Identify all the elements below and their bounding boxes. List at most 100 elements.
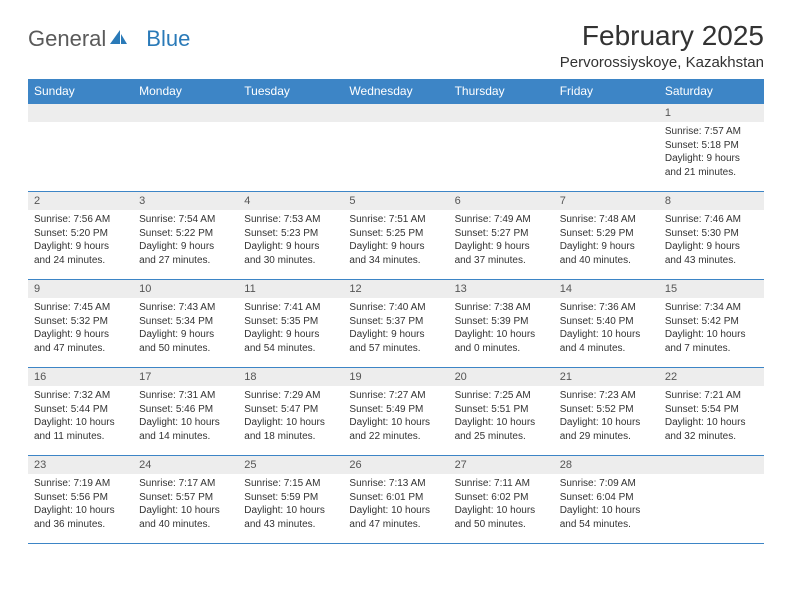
calendar-day-cell: 27Sunrise: 7:11 AMSunset: 6:02 PMDayligh… (449, 456, 554, 544)
title-block: February 2025 Pervorossiyskoye, Kazakhst… (560, 20, 764, 71)
day-details: Sunrise: 7:49 AMSunset: 5:27 PMDaylight:… (449, 210, 554, 267)
calendar-day-cell: 22Sunrise: 7:21 AMSunset: 5:54 PMDayligh… (659, 368, 764, 456)
day-number: 17 (133, 368, 238, 386)
day-details: Sunrise: 7:48 AMSunset: 5:29 PMDaylight:… (554, 210, 659, 267)
weekday-header-row: SundayMondayTuesdayWednesdayThursdayFrid… (28, 79, 764, 104)
day-details: Sunrise: 7:31 AMSunset: 5:46 PMDaylight:… (133, 386, 238, 443)
day-number: 10 (133, 280, 238, 298)
day-number: 28 (554, 456, 659, 474)
day-details: Sunrise: 7:19 AMSunset: 5:56 PMDaylight:… (28, 474, 133, 531)
day-details: Sunrise: 7:09 AMSunset: 6:04 PMDaylight:… (554, 474, 659, 531)
calendar-week-row: 1Sunrise: 7:57 AMSunset: 5:18 PMDaylight… (28, 104, 764, 192)
day-details: Sunrise: 7:51 AMSunset: 5:25 PMDaylight:… (343, 210, 448, 267)
calendar-day-cell: 12Sunrise: 7:40 AMSunset: 5:37 PMDayligh… (343, 280, 448, 368)
calendar-empty-cell (659, 456, 764, 544)
calendar-day-cell: 13Sunrise: 7:38 AMSunset: 5:39 PMDayligh… (449, 280, 554, 368)
day-number: 21 (554, 368, 659, 386)
calendar-empty-cell (343, 104, 448, 192)
day-number: 23 (28, 456, 133, 474)
calendar-empty-cell (554, 104, 659, 192)
calendar-day-cell: 7Sunrise: 7:48 AMSunset: 5:29 PMDaylight… (554, 192, 659, 280)
day-details: Sunrise: 7:43 AMSunset: 5:34 PMDaylight:… (133, 298, 238, 355)
calendar-empty-cell (238, 104, 343, 192)
sail-icon (108, 26, 128, 52)
day-number: 7 (554, 192, 659, 210)
day-number: 15 (659, 280, 764, 298)
day-number: 1 (659, 104, 764, 122)
day-number: 9 (28, 280, 133, 298)
day-number (659, 456, 764, 474)
calendar-day-cell: 14Sunrise: 7:36 AMSunset: 5:40 PMDayligh… (554, 280, 659, 368)
calendar-day-cell: 26Sunrise: 7:13 AMSunset: 6:01 PMDayligh… (343, 456, 448, 544)
calendar-page: General Blue February 2025 Pervorossiysk… (0, 0, 792, 554)
weekday-header: Monday (133, 79, 238, 104)
day-number: 11 (238, 280, 343, 298)
calendar-day-cell: 16Sunrise: 7:32 AMSunset: 5:44 PMDayligh… (28, 368, 133, 456)
day-details: Sunrise: 7:53 AMSunset: 5:23 PMDaylight:… (238, 210, 343, 267)
day-details: Sunrise: 7:32 AMSunset: 5:44 PMDaylight:… (28, 386, 133, 443)
calendar-week-row: 2Sunrise: 7:56 AMSunset: 5:20 PMDaylight… (28, 192, 764, 280)
day-details: Sunrise: 7:34 AMSunset: 5:42 PMDaylight:… (659, 298, 764, 355)
day-details: Sunrise: 7:41 AMSunset: 5:35 PMDaylight:… (238, 298, 343, 355)
day-details: Sunrise: 7:15 AMSunset: 5:59 PMDaylight:… (238, 474, 343, 531)
day-number (28, 104, 133, 122)
day-number: 3 (133, 192, 238, 210)
day-details: Sunrise: 7:29 AMSunset: 5:47 PMDaylight:… (238, 386, 343, 443)
day-number: 14 (554, 280, 659, 298)
day-number: 6 (449, 192, 554, 210)
day-number: 26 (343, 456, 448, 474)
calendar-week-row: 9Sunrise: 7:45 AMSunset: 5:32 PMDaylight… (28, 280, 764, 368)
calendar-week-row: 23Sunrise: 7:19 AMSunset: 5:56 PMDayligh… (28, 456, 764, 544)
calendar-day-cell: 24Sunrise: 7:17 AMSunset: 5:57 PMDayligh… (133, 456, 238, 544)
day-details: Sunrise: 7:17 AMSunset: 5:57 PMDaylight:… (133, 474, 238, 531)
day-details: Sunrise: 7:36 AMSunset: 5:40 PMDaylight:… (554, 298, 659, 355)
day-number: 12 (343, 280, 448, 298)
day-number (449, 104, 554, 122)
day-number: 25 (238, 456, 343, 474)
calendar-day-cell: 17Sunrise: 7:31 AMSunset: 5:46 PMDayligh… (133, 368, 238, 456)
calendar-day-cell: 23Sunrise: 7:19 AMSunset: 5:56 PMDayligh… (28, 456, 133, 544)
weekday-header: Friday (554, 79, 659, 104)
day-details: Sunrise: 7:46 AMSunset: 5:30 PMDaylight:… (659, 210, 764, 267)
calendar-day-cell: 15Sunrise: 7:34 AMSunset: 5:42 PMDayligh… (659, 280, 764, 368)
calendar-day-cell: 10Sunrise: 7:43 AMSunset: 5:34 PMDayligh… (133, 280, 238, 368)
calendar-day-cell: 5Sunrise: 7:51 AMSunset: 5:25 PMDaylight… (343, 192, 448, 280)
day-details: Sunrise: 7:11 AMSunset: 6:02 PMDaylight:… (449, 474, 554, 531)
brand-part1: General (28, 26, 106, 52)
calendar-empty-cell (28, 104, 133, 192)
day-details: Sunrise: 7:45 AMSunset: 5:32 PMDaylight:… (28, 298, 133, 355)
calendar-day-cell: 1Sunrise: 7:57 AMSunset: 5:18 PMDaylight… (659, 104, 764, 192)
calendar-day-cell: 2Sunrise: 7:56 AMSunset: 5:20 PMDaylight… (28, 192, 133, 280)
day-number (343, 104, 448, 122)
calendar-day-cell: 9Sunrise: 7:45 AMSunset: 5:32 PMDaylight… (28, 280, 133, 368)
day-number: 20 (449, 368, 554, 386)
weekday-header: Sunday (28, 79, 133, 104)
day-details: Sunrise: 7:21 AMSunset: 5:54 PMDaylight:… (659, 386, 764, 443)
weekday-header: Thursday (449, 79, 554, 104)
day-number: 4 (238, 192, 343, 210)
calendar-day-cell: 19Sunrise: 7:27 AMSunset: 5:49 PMDayligh… (343, 368, 448, 456)
day-number: 2 (28, 192, 133, 210)
brand-part2: Blue (146, 26, 190, 52)
calendar-body: 1Sunrise: 7:57 AMSunset: 5:18 PMDaylight… (28, 104, 764, 544)
day-details: Sunrise: 7:40 AMSunset: 5:37 PMDaylight:… (343, 298, 448, 355)
day-details: Sunrise: 7:56 AMSunset: 5:20 PMDaylight:… (28, 210, 133, 267)
day-details: Sunrise: 7:57 AMSunset: 5:18 PMDaylight:… (659, 122, 764, 179)
calendar-empty-cell (133, 104, 238, 192)
calendar-day-cell: 3Sunrise: 7:54 AMSunset: 5:22 PMDaylight… (133, 192, 238, 280)
calendar-day-cell: 28Sunrise: 7:09 AMSunset: 6:04 PMDayligh… (554, 456, 659, 544)
calendar-day-cell: 6Sunrise: 7:49 AMSunset: 5:27 PMDaylight… (449, 192, 554, 280)
day-number: 22 (659, 368, 764, 386)
calendar-day-cell: 11Sunrise: 7:41 AMSunset: 5:35 PMDayligh… (238, 280, 343, 368)
day-number: 8 (659, 192, 764, 210)
day-number (133, 104, 238, 122)
day-number (238, 104, 343, 122)
day-number: 16 (28, 368, 133, 386)
day-number: 24 (133, 456, 238, 474)
day-details: Sunrise: 7:23 AMSunset: 5:52 PMDaylight:… (554, 386, 659, 443)
brand-logo: General Blue (28, 20, 190, 52)
calendar-day-cell: 4Sunrise: 7:53 AMSunset: 5:23 PMDaylight… (238, 192, 343, 280)
calendar-day-cell: 25Sunrise: 7:15 AMSunset: 5:59 PMDayligh… (238, 456, 343, 544)
month-title: February 2025 (560, 20, 764, 52)
calendar-week-row: 16Sunrise: 7:32 AMSunset: 5:44 PMDayligh… (28, 368, 764, 456)
